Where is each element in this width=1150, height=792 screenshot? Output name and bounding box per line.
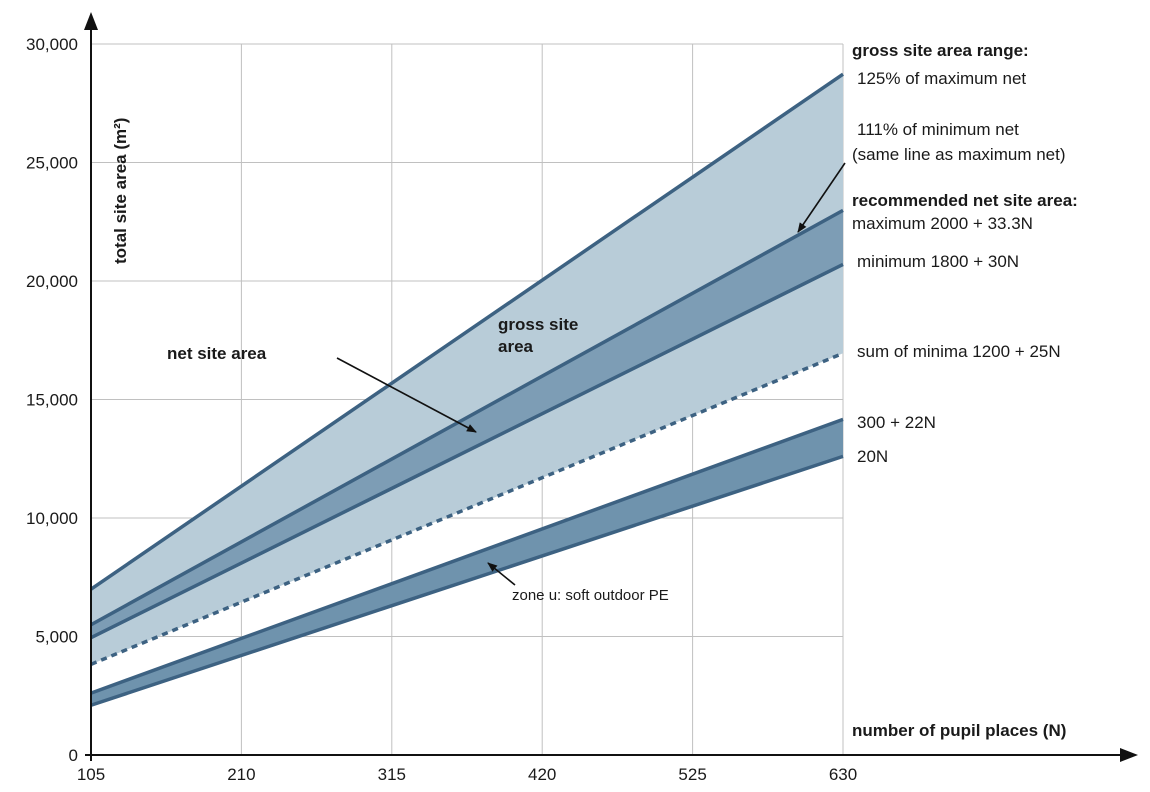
gross-site-area-annotation-1: gross site — [498, 315, 578, 334]
y-tick-label: 5,000 — [35, 628, 78, 647]
series-line-0 — [90, 72, 844, 591]
x-axis-label: number of pupil places (N) — [852, 721, 1066, 740]
gross-range-heading: gross site area range: — [852, 41, 1029, 60]
axes — [84, 12, 1138, 762]
x-tick-label: 210 — [227, 765, 255, 784]
y-tick-label: 25,000 — [26, 154, 78, 173]
net-heading: recommended net site area: — [852, 191, 1078, 210]
net-site-area-annotation: net site area — [167, 344, 267, 363]
zone-u-arrow — [487, 562, 516, 586]
y-axis-label: total site area (m²) — [111, 118, 130, 264]
series-line-5 — [90, 454, 844, 707]
gross-site-area-band — [91, 74, 843, 665]
series-line-4 — [90, 417, 844, 695]
x-tick-label: 105 — [77, 765, 105, 784]
series-line-1 — [90, 208, 844, 627]
zone-u-annotation: zone u: soft outdoor PE — [512, 587, 669, 604]
sum-minima-label: sum of minima 1200 + 25N — [857, 342, 1061, 361]
gross-max-label: 125% of maximum net — [857, 69, 1026, 88]
soft-upper-label: 300 + 22N — [857, 413, 936, 432]
series-line-2 — [90, 262, 844, 640]
y-tick-label: 20,000 — [26, 272, 78, 291]
x-axis-arrow — [1120, 748, 1138, 762]
y-axis-arrow — [84, 12, 98, 30]
gross-min-label-2: (same line as maximum net) — [852, 145, 1066, 164]
x-tick-label: 525 — [678, 765, 706, 784]
x-tick-label: 630 — [829, 765, 857, 784]
x-tick-labels: 105 210 315 420 525 630 — [77, 765, 857, 784]
gross-min-label-1: 111% of minimum net — [857, 120, 1019, 139]
y-tick-label: 30,000 — [26, 35, 78, 54]
soft-lower-label: 20N — [857, 447, 888, 466]
net-site-area-arrow — [336, 357, 477, 433]
y-tick-label: 10,000 — [26, 509, 78, 528]
series-lines — [90, 72, 844, 707]
series-line-3 — [90, 351, 844, 666]
y-tick-label: 15,000 — [26, 391, 78, 410]
net-min-label: minimum 1800 + 30N — [857, 252, 1019, 271]
gross-min-arrow — [797, 162, 846, 233]
net-site-area-band — [91, 210, 843, 638]
net-max-label: maximum 2000 + 33.3N — [852, 214, 1033, 233]
gross-site-area-annotation-2: area — [498, 337, 534, 356]
y-tick-labels: 0 5,000 10,000 15,000 20,000 25,000 30,000 — [26, 35, 78, 765]
x-tick-label: 315 — [378, 765, 406, 784]
y-tick-label: 0 — [69, 746, 78, 765]
x-tick-label: 420 — [528, 765, 556, 784]
soft-pe-band — [91, 419, 843, 706]
